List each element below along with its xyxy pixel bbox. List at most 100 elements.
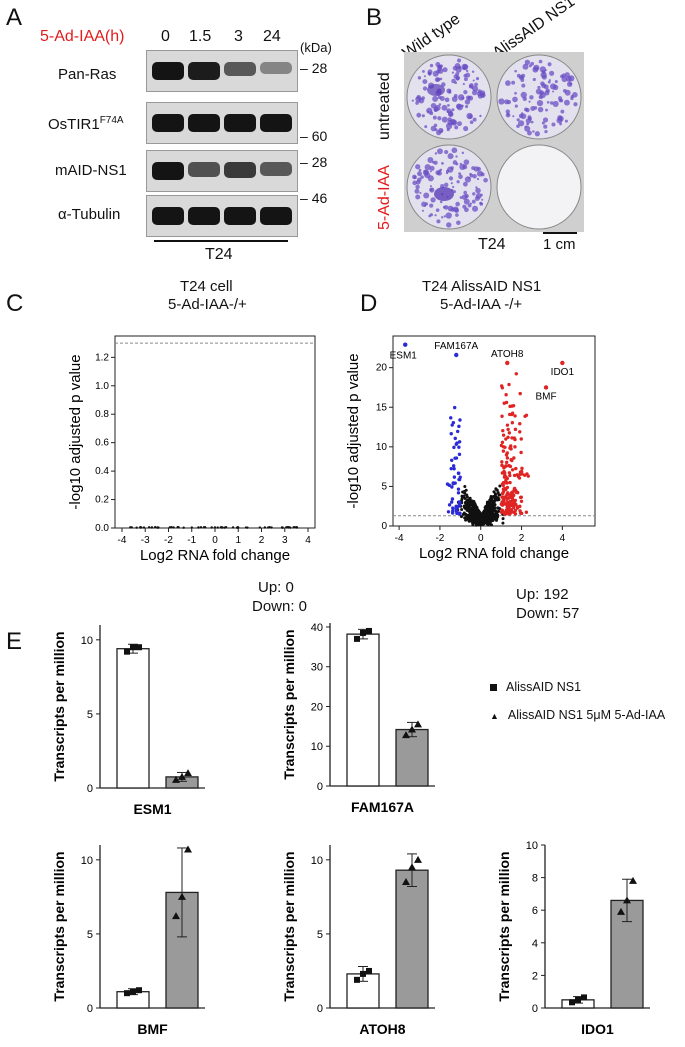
colony-dot [554,80,558,84]
volcano-d-xtick-label: 2 [519,533,525,544]
volcano-d-down-point [456,491,461,495]
bar-ytick-label: 10 [526,840,538,852]
volcano-d-down-point [450,423,454,427]
volcano-d-up-point [504,460,509,465]
volcano-d-up-point [523,414,527,419]
bar-title: ATOH8 [359,1021,405,1037]
volcano-d-up-point [501,433,506,437]
volcano-c-point [182,526,185,529]
colony-dot [439,200,443,204]
volcano-d-up-point [502,469,506,474]
bar-ytick-label: 10 [81,635,93,647]
volcano-d-point [492,494,496,498]
bar-point-triangle [629,876,637,884]
colony-dot [415,194,421,200]
colony-dot [520,75,525,80]
colony-dot [532,77,536,82]
volcano-c-ytick-label: 0.4 [95,466,109,477]
colony-dot [433,106,439,112]
volcano-d-up-point [518,511,523,515]
volcano-c-point [263,526,267,529]
bar-point-triangle [402,878,410,886]
colony-dot [564,89,571,96]
colony-dot [452,185,455,189]
colony-dot [561,73,566,78]
blot-row-label-pan-ras: Pan-Ras [58,66,117,83]
volcano-c-point [197,526,200,529]
volcano-c-xtick-label: -1 [187,535,196,546]
volcano-c-point [172,526,175,529]
volcano-c-point [139,525,142,529]
colony-dot [467,203,472,208]
colony-dot [459,196,463,199]
blot-band [152,207,184,225]
colony-dot [472,85,479,92]
colony-dot [459,162,462,165]
volcano-c-ylabel: -log10 adjusted p value [67,354,84,509]
colony-dot [441,116,448,123]
bar-point-square [366,627,372,634]
bar-chart-atoh8: 0 5 10 Transcripts per million ATOH8 [281,845,435,1037]
colony-dot [444,97,450,103]
plate-alissaid-treated [496,144,582,230]
colony-dot [450,207,456,212]
colony-dot [469,83,474,88]
volcano-d-up-point [518,430,522,434]
volcano-d-up-point [503,445,507,449]
colony-cluster [427,84,445,96]
volcano-d-up-point [511,404,516,408]
colony-dot [463,159,470,165]
marker-28-mid: – 28 [300,154,328,170]
bar [395,728,429,787]
panel-letter-c: C [6,290,24,317]
volcano-d-up-point [500,460,504,464]
volcano-d-down-point [450,485,454,489]
volcano-d-down-point [452,467,456,471]
colony-dot [472,192,476,196]
colony-dot [472,117,477,122]
bar-ylabel: Transcripts per million [51,631,67,781]
colony-dot [498,98,505,105]
volcano-d-point [472,507,476,511]
colony-dot [433,160,438,165]
volcano-d-up-point [510,458,514,463]
colony-dot [421,209,425,212]
volcano-d-ytick-label: 10 [376,442,388,453]
volcano-c-ytick-label: 0.0 [95,523,109,534]
colony-dot [472,79,475,82]
kda-label: (kDa) [300,40,332,55]
volcano-c-point [199,526,203,529]
colony-dot [504,99,510,105]
volcano-d-down-point [457,452,462,457]
legend-label-treated: AlissAID NS1 5μM 5-Ad-IAA [507,708,666,722]
colony-dot [520,91,527,99]
volcano-d-up-point [518,391,522,396]
colony-dot [525,107,530,113]
colony-dot [514,69,517,73]
colony-dot [538,95,543,100]
treatment-label: 5-Ad-IAA(h) [40,28,125,45]
colony-dot [556,117,563,124]
blot-band [188,207,220,225]
colony-dot [454,63,461,69]
bar-point-square [124,648,130,655]
colony-dot [524,59,531,65]
volcano-d-up-point [505,497,509,501]
volcano-d-up-point [508,464,513,469]
colony-dot [480,193,483,197]
colony-dot [421,201,427,207]
volcano-d-up-point [510,499,514,503]
volcano-c-point [267,526,270,529]
volcano-d-annotation: FAM167A [434,341,478,352]
colony-dot [430,125,437,132]
colony-dot [426,107,433,114]
bar-ytick-label: 0 [317,781,323,793]
volcano-d-up-point [504,437,508,441]
marker-60-text: 60 [311,128,328,144]
blot-band [152,62,184,80]
colony-dot [458,174,463,179]
blot-band [224,162,256,178]
colony-dot [413,175,417,180]
bar-ytick-label: 4 [532,938,538,950]
volcano-d-point [469,519,473,523]
